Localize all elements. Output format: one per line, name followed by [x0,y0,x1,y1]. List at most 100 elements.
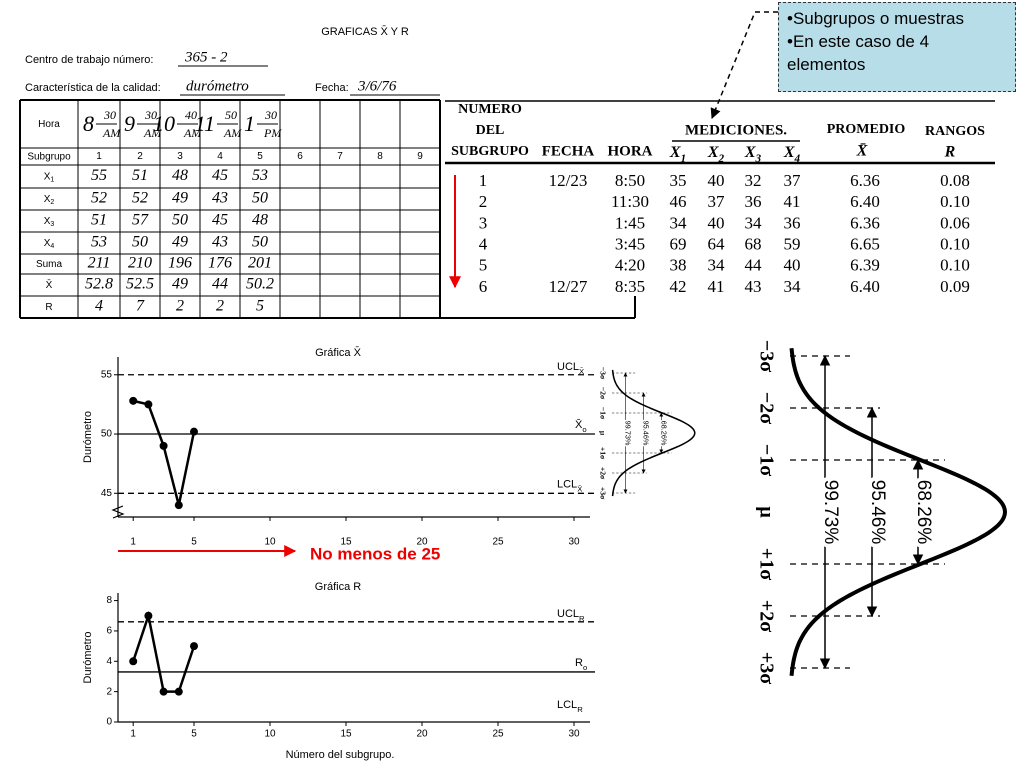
table-cell: 6.39 [850,256,880,275]
y-axis-label: Durómetro [82,411,94,463]
column-header-base: X [783,144,795,161]
column-header: X4 [783,144,801,165]
column-header: NUMERO [458,102,522,117]
row-label: R [45,302,52,313]
row-label: X3 [44,216,55,229]
form-value: 2 [176,298,184,315]
sigma-label: μ [755,506,777,518]
table-cell: 12/27 [549,277,588,296]
row-label: X4 [44,238,55,251]
table-cell: 0.10 [940,235,970,254]
form-value: 201 [248,255,272,272]
table-cell: 3:45 [615,235,645,254]
form-value: 45 [212,212,228,229]
percent-label: 68.26% [913,480,934,545]
row-label-base: X̄ [46,278,53,291]
form-value: 45 [212,167,228,184]
percent-label: 99.73% [820,480,841,545]
table-cell: 42 [670,277,687,296]
form-value: 52.5 [126,276,154,293]
form-value: 51 [132,167,148,184]
column-header-sub: 4 [794,153,801,165]
form-value: 53 [91,234,107,251]
table-cell: 5 [479,256,488,275]
column-header: RANGOS [925,124,985,139]
form-value: 50 [252,234,268,251]
subgroup-number: 3 [177,151,183,162]
row-label: X̄ [46,278,53,291]
chart-title: Gráfica X̄ [315,346,362,359]
table-cell: 32 [745,171,762,190]
form-value: 50 [252,190,268,207]
table-cell: 0.10 [940,256,970,275]
form-value: 43 [212,190,228,207]
form-value: 53 [252,167,268,184]
form-value: 50.2 [246,276,274,293]
x-tick-label: 5 [191,537,197,548]
sigma-label: −2σ [599,387,608,400]
sigma-label: −3σ [599,367,608,380]
column-header: PROMEDIO [827,122,906,137]
subgroup-number: 2 [137,151,143,162]
form-value: 51 [91,212,107,229]
row-label: Suma [36,259,63,270]
table-cell: 37 [708,192,726,211]
data-point [144,400,153,409]
row-label-base: Subgrupo [27,151,71,162]
field-value: 365 - 2 [184,49,228,65]
hour: 11 [195,111,215,136]
sigma-label: +1σ [599,447,608,460]
normal-big: −3σ −2σ −1σ μ +1σ +2σ +3σ 99.73% 95.46% 68.26% [755,340,1008,684]
center-label: X̄o [575,418,587,433]
table-cell: 0.08 [940,171,970,190]
table-cell: 8:50 [615,171,645,190]
table-cell: 44 [745,256,763,275]
center-label: Ro [575,657,587,672]
percent-label: 95.46% [642,421,651,446]
column-header: DEL [476,123,505,138]
normal-curve [789,347,1008,677]
column-header: MEDICIONES. [685,122,787,138]
minutes: 30 [103,108,116,122]
column-header-base: X [669,144,681,161]
y-tick-label: 6 [106,626,112,637]
y-tick-label: 50 [101,429,113,440]
table-cell: 1:45 [615,213,645,232]
row-label-base: X [44,171,51,182]
form-value: 57 [132,212,149,229]
x-tick-label: 10 [264,537,276,548]
table-cell: 0.09 [940,277,970,296]
form-value: 48 [172,167,188,184]
ampm: AM [223,126,242,140]
axis-break [111,505,125,519]
data-point [159,687,168,696]
form-value: 2 [216,298,224,315]
row-label: X2 [44,194,55,207]
hour: 10 [153,111,175,136]
table-cell: 64 [708,235,726,254]
form-value: 52.8 [85,276,113,293]
form-value: 49 [172,234,188,251]
form-value: 44 [212,276,228,293]
table-cell: 6.65 [850,235,880,254]
x-tick-label: 25 [492,729,504,740]
form-value: 176 [208,255,232,272]
column-header: R [944,144,956,161]
column-header-base: X [707,144,719,161]
row-label-base: Suma [36,259,63,270]
x-tick-label: 10 [264,729,276,740]
sigma-label: −1σ [599,407,608,420]
x-tick-label: 1 [130,537,136,548]
column-header: FECHA [542,143,595,159]
table-cell: 6 [479,277,488,296]
form-value: 55 [91,167,107,184]
column-header-sub: 1 [681,153,687,165]
column-header: X̄ [856,141,868,159]
form-value: 50 [172,212,188,229]
row-label-base: X [44,216,51,227]
table-cell: 43 [745,277,762,296]
table-cell: 34 [708,256,726,275]
data-point [190,427,198,436]
